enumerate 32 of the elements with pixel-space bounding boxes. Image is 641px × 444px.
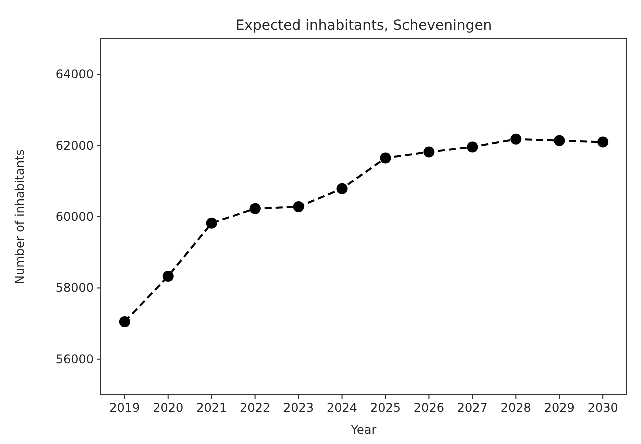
x-tick-label: 2019: [110, 401, 140, 415]
point: [119, 316, 130, 328]
point: [510, 134, 522, 145]
y-tick-label: 60000: [56, 210, 94, 224]
x-axis-title: Year: [350, 423, 377, 437]
x-tick-label: 2027: [457, 401, 488, 415]
point: [554, 135, 566, 146]
x-tick-label: 2025: [370, 401, 402, 415]
x-tick-label: 2030: [588, 401, 618, 415]
point: [424, 146, 435, 158]
point: [293, 202, 304, 213]
point: [206, 218, 218, 229]
x-tick-label: 2020: [153, 401, 184, 415]
x-tick-label: 2022: [240, 401, 271, 415]
chart-title: Expected inhabitants, Scheveningen: [236, 18, 492, 34]
y-tick-label: 62000: [56, 138, 94, 153]
x-tick-label: 2023: [284, 401, 314, 415]
point: [467, 142, 478, 153]
x-tick-label: 2028: [500, 401, 532, 415]
y-axis-title: Number of inhabitants: [13, 150, 27, 284]
y-tick-label: 58000: [56, 281, 94, 296]
x-tick-label: 2024: [326, 401, 358, 415]
x-tick-label: 2026: [414, 401, 444, 415]
point: [250, 203, 261, 214]
point: [598, 136, 609, 148]
point: [336, 183, 348, 194]
x-tick-label: 2021: [196, 401, 228, 415]
point: [380, 152, 392, 164]
x-tick-label: 2029: [544, 401, 575, 415]
point: [162, 270, 174, 282]
y-tick-label: 64000: [56, 68, 94, 82]
y-tick-label: 56000: [56, 352, 94, 366]
